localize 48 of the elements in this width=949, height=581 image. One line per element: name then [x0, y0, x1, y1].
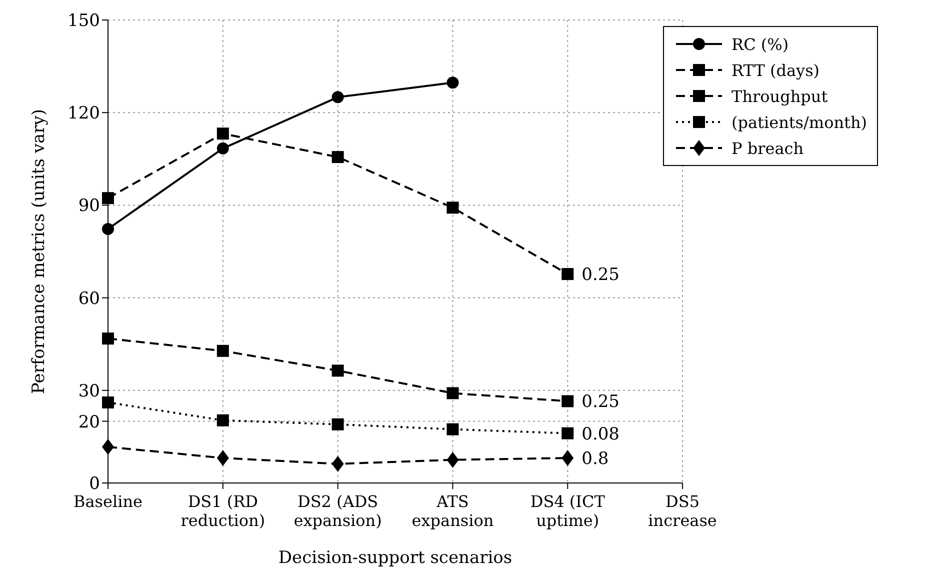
point: [446, 423, 459, 436]
point: [216, 414, 229, 426]
legend-label: P breach: [732, 138, 804, 158]
point: [102, 332, 114, 345]
point: [562, 395, 574, 408]
point: [332, 151, 344, 164]
y-axis-title: Performance metrics (units vary): [29, 109, 50, 394]
legend-label: (patients/month): [732, 112, 867, 132]
point: [446, 202, 459, 214]
legend-label: RTT (days): [732, 60, 820, 80]
x-tick-label: DS5 increase: [648, 492, 717, 530]
point: [216, 128, 229, 140]
point: [102, 438, 114, 455]
y-tick-label: 150: [68, 11, 100, 32]
point: [216, 142, 229, 154]
y-tick-label: 0: [89, 474, 100, 494]
y-tick-label: 120: [68, 104, 100, 124]
point: [332, 91, 344, 104]
y-tick-label: 20: [78, 412, 100, 432]
point: [446, 452, 459, 468]
annotation: 0.8: [582, 449, 609, 469]
x-tick-label: ATS expansion: [412, 492, 494, 530]
legend-label: RC (%): [732, 34, 789, 54]
legend-label: Throughput: [732, 86, 828, 106]
y-tick-label: 90: [78, 196, 100, 216]
annotation: 0.25: [582, 265, 620, 286]
point: [216, 344, 229, 357]
point: [332, 418, 344, 430]
x-axis-title: Decision-support scenarios: [278, 548, 512, 568]
point: [216, 450, 229, 466]
point: [332, 364, 344, 377]
y-tick-label: 30: [78, 381, 100, 402]
point: [562, 427, 574, 440]
x-tick-label: DS2 (ADS expansion): [294, 492, 382, 530]
x-tick-label: DS1 (RD reduction): [180, 492, 266, 530]
y-tick-label: 60: [78, 288, 100, 309]
point: [562, 450, 574, 466]
point: [446, 387, 459, 400]
point: [102, 192, 114, 204]
point: [102, 396, 114, 408]
point: [446, 76, 459, 89]
x-tick-label: Baseline: [74, 492, 142, 511]
point: [102, 222, 114, 235]
point: [562, 268, 574, 280]
point: [332, 456, 344, 472]
x-tick-label: DS4 (ICT uptime): [530, 492, 606, 530]
annotation: 0.25: [582, 392, 620, 412]
annotation: 0.08: [582, 424, 620, 444]
